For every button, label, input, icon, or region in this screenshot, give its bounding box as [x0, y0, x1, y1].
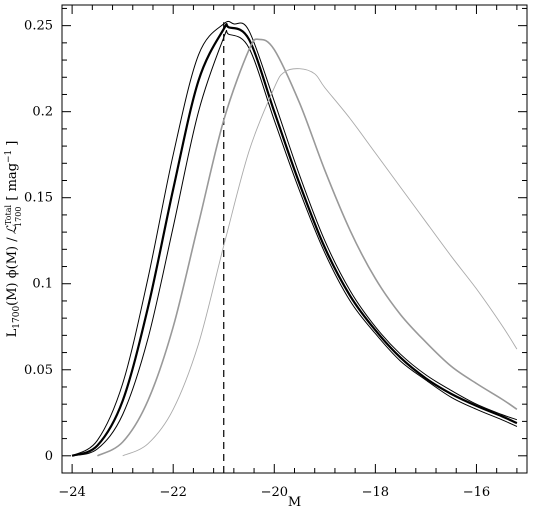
y-label-script-sup: Total [4, 205, 13, 226]
axis-ticks [62, 5, 527, 473]
y-tick-label: 0.05 [24, 363, 53, 378]
x-tick-label: −24 [58, 485, 85, 500]
y-label-unit: [ mag [5, 163, 20, 201]
series-line-1 [71, 23, 518, 457]
series-line-5 [122, 68, 518, 457]
x-tick-label: −16 [463, 485, 490, 500]
y-label-prefix-sub: 1700 [12, 306, 22, 329]
series-line-4 [97, 38, 518, 457]
y-tick-label: 0.2 [32, 105, 53, 120]
y-label-script: ℒ [5, 224, 20, 234]
y-label-unit-close: ] [5, 141, 20, 146]
x-tick-labels: −24 −22 −20 −18 −16 [58, 485, 490, 500]
x-tick-label: −22 [159, 485, 186, 500]
y-tick-label: 0.15 [24, 191, 53, 206]
y-tick-label: 0 [45, 449, 53, 464]
x-tick-label: −20 [261, 485, 288, 500]
series-layer [71, 20, 518, 457]
series-line-2 [71, 20, 518, 457]
y-label-unit-sup: −1 [4, 150, 14, 163]
x-tick-label: −18 [362, 485, 389, 500]
y-label-middle: (M) ϕ(M) / [5, 237, 20, 306]
y-tick-label: 0.25 [24, 19, 53, 34]
y-tick-labels: 0 0.05 0.1 0.15 0.2 0.25 [24, 19, 53, 464]
y-axis-label: L1700(M) ϕ(M) /ℒTotal1700[ mag−1] [4, 141, 23, 338]
y-tick-label: 0.1 [32, 277, 53, 292]
plot-frame [61, 4, 528, 474]
series-line-3 [71, 29, 518, 457]
y-label-script-sub: 1700 [14, 207, 23, 227]
y-label-prefix: L [5, 328, 20, 337]
x-axis-label: M [288, 495, 301, 510]
